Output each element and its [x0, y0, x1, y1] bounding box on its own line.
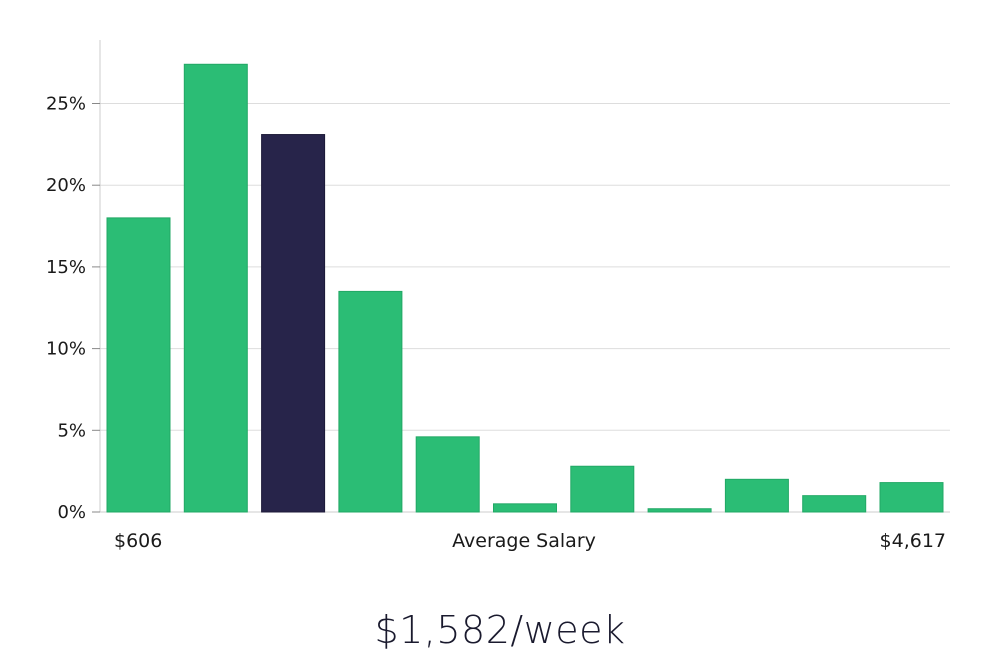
y-tick-label: 20%	[46, 175, 86, 196]
bar	[493, 503, 557, 513]
x-axis-title: Average Salary	[452, 530, 596, 552]
y-tick-label: 15%	[46, 257, 86, 278]
average-salary-value: $1,582/week	[374, 608, 626, 652]
bar-highlighted	[261, 134, 326, 513]
x-axis-min-label: $606	[114, 530, 162, 552]
salary-distribution-chart: 0% 5% 10% 15% 20% 25% $606 Average Salary $4,…	[46, 40, 950, 552]
bar	[802, 495, 867, 513]
bar	[570, 465, 635, 513]
bar	[415, 436, 480, 513]
bar	[647, 508, 712, 513]
x-axis-max-label: $4,617	[880, 530, 946, 552]
bar	[183, 63, 248, 513]
y-tick-label: 0%	[57, 502, 86, 523]
bar	[879, 482, 944, 513]
y-tick-label: 10%	[46, 339, 86, 360]
bar	[724, 478, 789, 513]
y-tick-label: 25%	[46, 94, 86, 115]
y-axis-ticks: 0% 5% 10% 15% 20% 25%	[46, 94, 100, 523]
bar	[106, 217, 171, 513]
bars	[106, 63, 944, 513]
y-tick-label: 5%	[57, 420, 86, 441]
bar	[338, 290, 403, 513]
